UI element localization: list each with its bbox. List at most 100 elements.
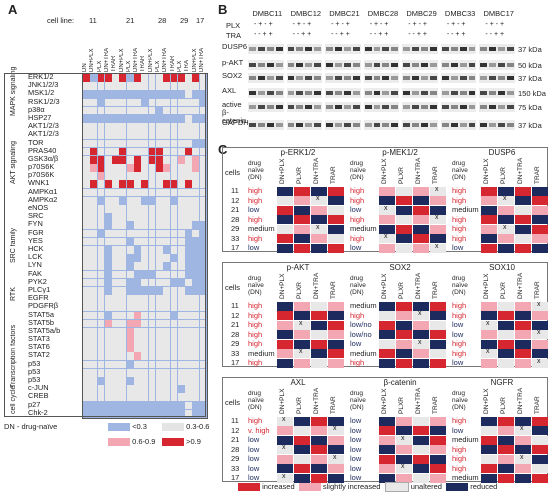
c-level: high (452, 416, 467, 425)
c-level: high (248, 186, 263, 195)
heat-cell (177, 254, 185, 262)
heat-cell (141, 221, 149, 230)
c-cell (498, 445, 514, 454)
c-cell (515, 320, 531, 330)
heat-cell (90, 368, 98, 377)
heat-cell (104, 106, 112, 115)
c-drugnaive: drug naïve (DN) (350, 275, 366, 296)
heat-cell (185, 164, 192, 172)
blot-band (325, 120, 361, 130)
blot-lane (296, 123, 304, 127)
heat-cell (192, 352, 200, 361)
blot-band (248, 44, 284, 54)
heat-cell (148, 213, 156, 221)
c-level: low (452, 329, 464, 339)
c-cell (430, 339, 446, 349)
c-cell (498, 234, 514, 243)
blot-lane (480, 63, 488, 67)
heat-cell (104, 205, 112, 213)
plx-marks-3: - + - + (369, 21, 389, 28)
c-cell (311, 416, 327, 426)
c-x-mark: x (401, 434, 405, 442)
heat-cell (192, 393, 200, 402)
heat-cell (97, 360, 105, 369)
heat-cell (134, 368, 141, 377)
c-cell (311, 311, 327, 320)
heat-cell (97, 344, 105, 352)
heat-cell (134, 74, 141, 82)
heat-cell (126, 303, 134, 312)
heat-cell (192, 319, 200, 328)
c-cell (294, 234, 310, 243)
heat-cell (126, 188, 134, 197)
c-cell (396, 243, 412, 253)
c-cell (481, 224, 497, 234)
legend-mid: 0.3-0.6 (162, 422, 209, 432)
blot-lane (249, 76, 256, 80)
heat-cell (83, 286, 90, 295)
heat-cell (199, 196, 207, 205)
heat-cell (192, 74, 200, 82)
heat-cell (141, 360, 149, 369)
heat-cell (148, 377, 156, 385)
c-cell (311, 330, 327, 339)
heat-cell (177, 82, 185, 90)
c-x-mark: x (418, 310, 422, 317)
heat-cell (199, 295, 207, 303)
sample-5: DMBC33 (444, 9, 476, 18)
c-level: low (248, 463, 260, 473)
blot-lane (412, 47, 420, 51)
blot-lane (480, 123, 488, 127)
heat-cell (185, 360, 192, 369)
heat-cell (148, 303, 156, 312)
heat-cell (177, 327, 185, 336)
blot-lane (441, 47, 449, 51)
c-cell (328, 234, 344, 243)
c-cell (481, 186, 497, 196)
heat-cell (155, 278, 163, 287)
c-cell (328, 301, 344, 311)
heat-cell (83, 196, 90, 205)
heat-cell (126, 344, 134, 352)
c-cell (481, 196, 497, 205)
heat-cell (185, 123, 192, 131)
c-cell (396, 215, 412, 224)
heat-cell (155, 139, 163, 148)
tra-marks-4: - - + + (408, 31, 427, 38)
c-level: high (350, 214, 365, 224)
heat-cell (148, 344, 156, 352)
protein-41: Chk-2 (28, 407, 48, 417)
heat-cell (185, 409, 192, 418)
heat-cell (112, 336, 119, 344)
heat-cell (155, 385, 163, 393)
blot-lane (403, 123, 411, 127)
c-cell (532, 311, 548, 320)
heat-cell (134, 303, 141, 312)
heat-cell (185, 377, 192, 385)
heat-cell (185, 213, 192, 221)
protein-22: LCK (28, 252, 43, 262)
heat-cell (104, 123, 112, 131)
heat-cell (185, 114, 192, 123)
heat-cell (155, 262, 163, 271)
heat-cell (192, 147, 200, 156)
heat-cell (155, 74, 163, 82)
treatment-1: DN+PLX (89, 48, 96, 72)
c-x-mark: x (537, 300, 541, 308)
c-col-2: DN+TRA (517, 272, 524, 299)
c-cell (481, 311, 497, 320)
c-rowid-3: 28 (231, 329, 240, 339)
c-cell (515, 473, 531, 483)
blot-lane (373, 105, 381, 109)
c-x-mark: x (316, 223, 320, 231)
heat-cell (126, 385, 134, 393)
heat-cell (192, 327, 200, 336)
c-cell (413, 301, 429, 311)
c-cell (498, 473, 514, 483)
c-cell: x (294, 348, 310, 358)
treatment-15: DN+PLX (191, 48, 198, 72)
heat-cell (170, 286, 178, 295)
c-cell (328, 339, 344, 349)
blot-lane (364, 105, 372, 109)
c-col-2: DN+TRA (517, 157, 524, 184)
